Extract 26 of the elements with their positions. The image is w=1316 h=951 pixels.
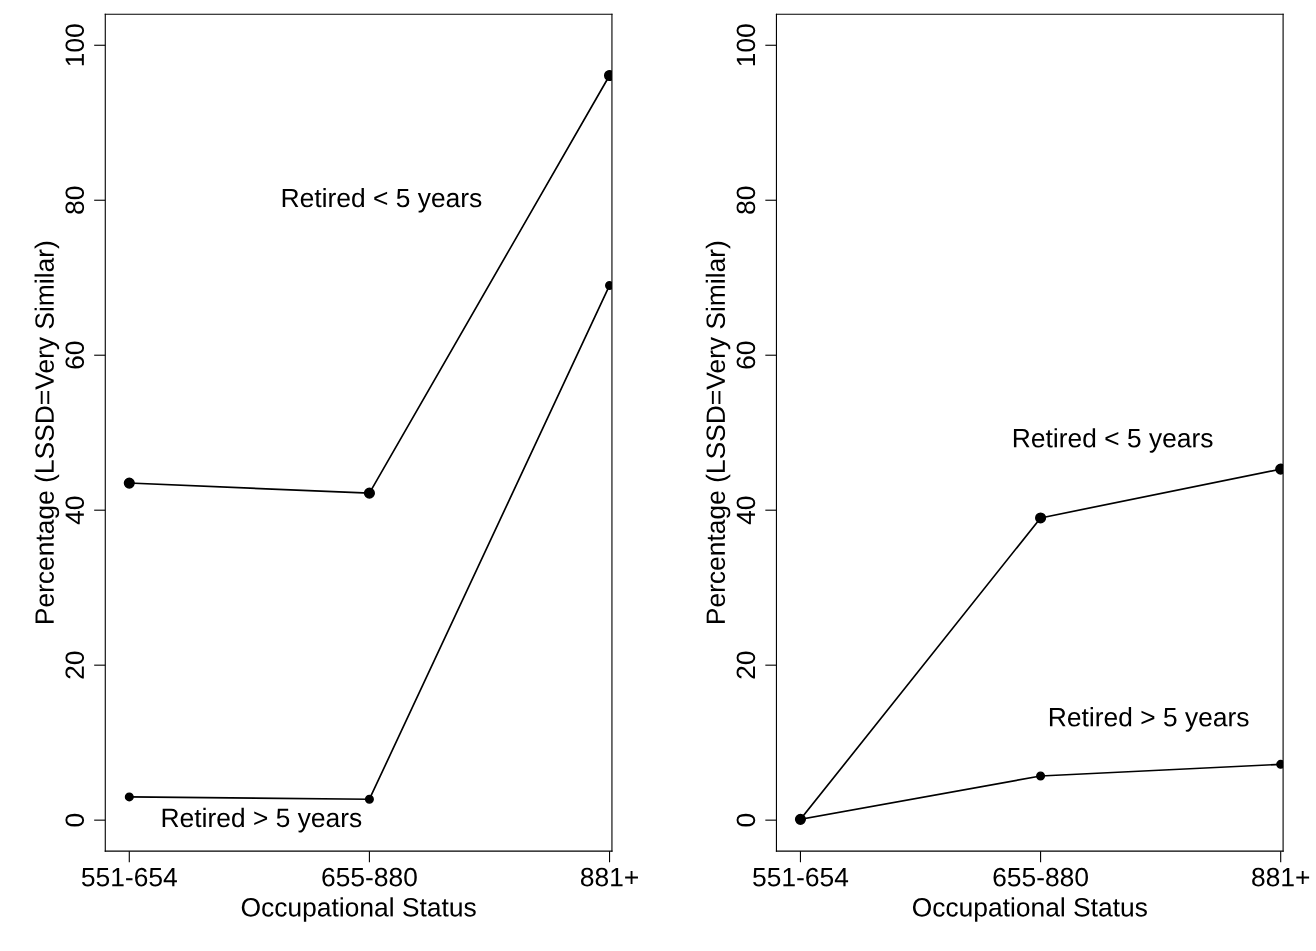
series-label: Retired > 5 years [162,807,362,833]
series-label: Retired > 5 years [1049,707,1249,732]
x-tick-label: 551-654 [753,867,849,887]
y-axis-title: Percentage (LSSD=Very Similar) [705,241,731,624]
y-tick-label: 20 [65,651,85,679]
y-tick-label: 100 [736,24,756,66]
y-axis-title: Percentage (LSSD=Very Similar) [34,241,60,624]
y-tick-label: 40 [65,496,85,525]
y-tick-label: 40 [736,496,756,525]
y-tick-label: 60 [65,341,85,369]
series-label: Retired < 5 years [1013,428,1213,453]
y-tick-label: 60 [736,341,756,369]
x-tick-label: 655-880 [993,867,1088,887]
x-tick-label: 881+ [580,867,638,887]
y-tick-label: 80 [736,186,756,214]
y-tick-label: 100 [65,24,85,66]
x-axis-title: Occupational Status [241,897,476,922]
series-label: Retired < 5 years [282,187,482,213]
x-tick-label: 881+ [1252,867,1310,887]
y-tick-label: 0 [65,813,85,827]
y-tick-label: 0 [736,813,756,827]
y-tick-label: 20 [736,651,756,679]
x-tick-label: 655-880 [322,867,417,887]
y-tick-label: 80 [65,186,85,214]
x-tick-label: 551-654 [81,867,177,887]
x-axis-title: Occupational Status [912,897,1147,922]
